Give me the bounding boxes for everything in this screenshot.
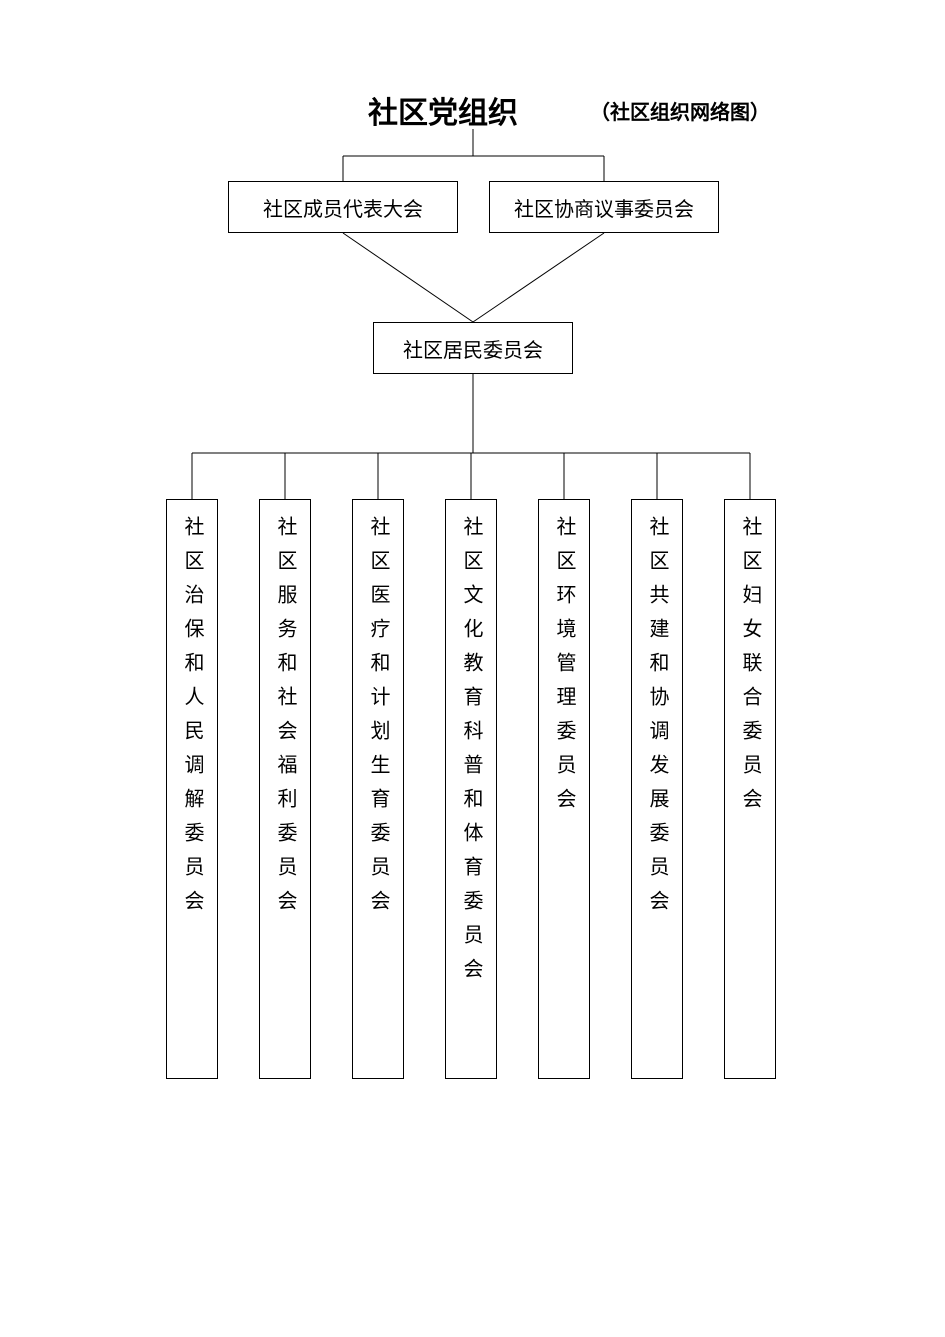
- node-members-congress: 社区成员代表大会: [228, 181, 458, 233]
- node-residents-committee: 社区居民委员会: [373, 322, 573, 374]
- leaf-node: 社区医疗和计划生育委员会: [352, 499, 404, 1079]
- leaf-node: 社区妇女联合委员会: [724, 499, 776, 1079]
- leaf-node-label: 社区治保和人民调解委员会: [182, 516, 202, 924]
- leaf-node-label: 社区文化教育科普和体育委员会: [461, 516, 481, 992]
- leaf-node: 社区共建和协调发展委员会: [631, 499, 683, 1079]
- node-consultative-committee-label: 社区协商议事委员会: [514, 193, 694, 222]
- leaf-node-label: 社区妇女联合委员会: [740, 516, 760, 822]
- leaf-node-label: 社区环境管理委员会: [554, 516, 574, 822]
- leaf-node: 社区治保和人民调解委员会: [166, 499, 218, 1079]
- leaf-node: 社区文化教育科普和体育委员会: [445, 499, 497, 1079]
- org-chart-canvas: 社区党组织 （社区组织网络图） 社区成员代表大会 社区协商议事委员会 社区居民委…: [0, 0, 945, 1337]
- leaf-node-label: 社区医疗和计划生育委员会: [368, 516, 388, 924]
- node-residents-committee-label: 社区居民委员会: [403, 334, 543, 363]
- chart-title-sub: （社区组织网络图）: [590, 96, 770, 125]
- chart-title-main: 社区党组织: [368, 88, 518, 132]
- leaf-node-label: 社区服务和社会福利委员会: [275, 516, 295, 924]
- node-consultative-committee: 社区协商议事委员会: [489, 181, 719, 233]
- node-members-congress-label: 社区成员代表大会: [263, 193, 423, 222]
- leaf-node-label: 社区共建和协调发展委员会: [647, 516, 667, 924]
- leaf-node: 社区服务和社会福利委员会: [259, 499, 311, 1079]
- leaf-node: 社区环境管理委员会: [538, 499, 590, 1079]
